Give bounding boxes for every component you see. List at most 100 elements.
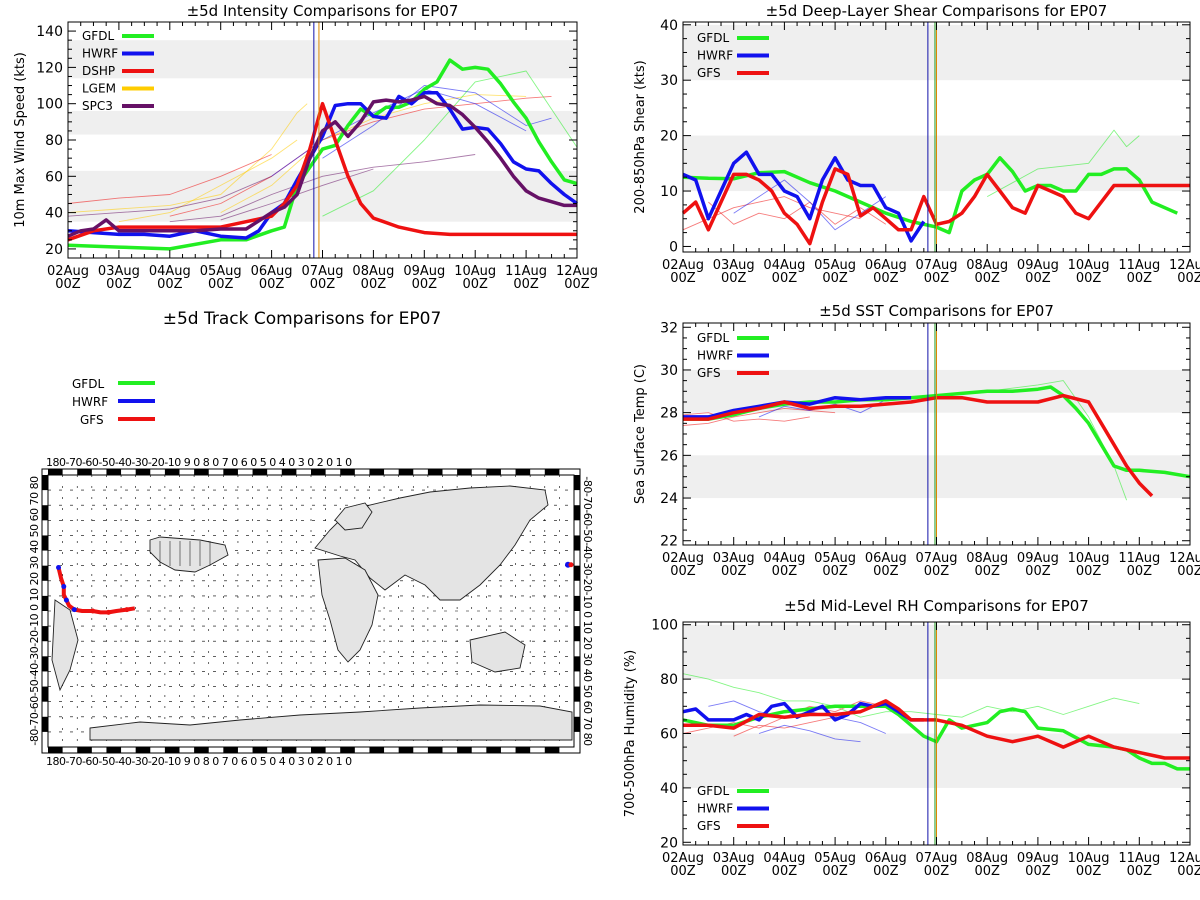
x-tick-label: 04Aug [763,258,805,273]
legend-label: GFDL [697,331,729,345]
track-point [568,562,574,568]
rh-chart: 2040608010002Aug00Z03Aug00Z04Aug00Z05Aug… [623,597,1200,879]
x-tick-label: 12Aug [1169,851,1200,866]
x-tick-label: 00Z [721,271,747,286]
x-tick-label: 06Aug [865,851,907,866]
x-tick-label: 10Aug [1068,551,1110,566]
y-tick-label: 30 [660,73,678,89]
x-tick-label: 06Aug [865,551,907,566]
series-line-dshp [67,101,577,242]
legend-label: GFDL [697,31,729,45]
x-tick-label: 00Z [1127,864,1153,879]
x-tick-label: 00Z [721,564,747,579]
x-tick-label: 00Z [670,271,696,286]
x-tick-label: 00Z [1076,864,1102,879]
series-line-spc3 [169,154,476,223]
x-tick-label: 00Z [822,271,848,286]
map-right-labels: -80-70-60-50-40-30-20-10 0 10 20 30 40 5… [581,476,594,746]
x-tick-label: 02Aug [662,851,704,866]
border-segment [252,469,268,475]
x-tick-label: 00Z [1076,564,1102,579]
border-segment [164,747,180,753]
border-segment [427,469,443,475]
x-tick-label: 00Z [1127,564,1153,579]
x-tick-label: 00Z [55,277,81,292]
border-segment [574,656,580,672]
x-tick-label: 00Z [974,864,1000,879]
y-tick-label: 40 [45,206,63,222]
x-tick-label: 08Aug [966,551,1008,566]
x-tick-label: 04Aug [763,551,805,566]
x-tick-label: 03Aug [713,551,755,566]
border-segment [42,656,48,672]
x-tick-label: 12Aug [556,264,598,279]
x-tick-label: 09Aug [1017,851,1059,866]
series-line-dshp [67,154,272,204]
y-tick-label: 100 [651,618,678,634]
legend-label: GFS [697,66,721,80]
series-line-lgem [67,103,308,214]
legend-label: HWRF [697,49,733,63]
border-segment [574,565,580,581]
x-tick-label: 03Aug [713,851,755,866]
border-segment [42,565,48,581]
x-tick-label: 06Aug [865,258,907,273]
x-tick-label: 00Z [670,864,696,879]
legend-label: GFDL [82,29,114,43]
y-tick-label: 60 [45,169,63,185]
x-tick-label: 00Z [772,271,798,286]
border-segment [340,469,355,475]
x-tick-label: 03Aug [98,264,140,279]
border-segment [42,595,48,611]
y-axis-label: 200-850hPa Shear (kts) [633,60,648,213]
x-tick-label: 08Aug [966,851,1008,866]
y-tick-label: 32 [660,320,678,336]
map-title: ±5d Track Comparisons for EP07 [163,309,442,329]
x-tick-label: 11Aug [1118,258,1160,273]
x-tick-label: 11Aug [1118,551,1160,566]
border-segment [135,747,151,753]
y-tick-label: 30 [660,363,678,379]
landmass [89,704,573,741]
intensity-chart: 2040608010012014002Aug00Z03Aug00Z04Aug00… [13,2,598,292]
border-segment [574,475,580,491]
legend-label: HWRF [82,47,118,61]
border-segment [42,535,48,551]
y-tick-label: 24 [660,491,678,507]
track-point [124,607,130,613]
border-segment [48,469,63,475]
border-segment [486,747,501,753]
sst-chart: 22242628303202Aug00Z03Aug00Z04Aug00Z05Au… [633,302,1200,579]
y-tick-label: 26 [660,448,678,464]
x-tick-label: 04Aug [149,264,191,279]
border-segment [398,469,414,475]
border-segment [106,747,122,753]
y-tick-label: 40 [660,781,678,797]
chart-title: ±5d Intensity Comparisons for EP07 [187,2,459,20]
border-segment [369,747,385,753]
legend-label: SPC3 [82,99,113,113]
y-tick-label: 140 [36,24,63,40]
border-segment [252,747,268,753]
border-segment [311,747,326,753]
series-line-gfs [708,201,887,225]
border-segment [223,469,238,475]
x-tick-label: 03Aug [713,258,755,273]
series-line-lgem [220,94,527,213]
legend-label: GFS [697,366,721,380]
x-tick-label: 00Z [1177,271,1200,286]
x-tick-label: 00Z [1177,864,1200,879]
shade-band [68,110,577,135]
border-segment [574,686,580,702]
x-tick-label: 00Z [822,864,848,879]
border-segment [223,747,238,753]
y-tick-label: 22 [660,534,678,550]
x-tick-label: 00Z [772,564,798,579]
track-point [105,609,111,615]
legend-label: DSHP [82,64,115,78]
border-segment [77,469,92,475]
chart-title: ±5d SST Comparisons for EP07 [819,302,1054,320]
border-segment [42,475,48,491]
shear-chart: 01020304002Aug00Z03Aug00Z04Aug00Z05Aug00… [633,2,1200,286]
